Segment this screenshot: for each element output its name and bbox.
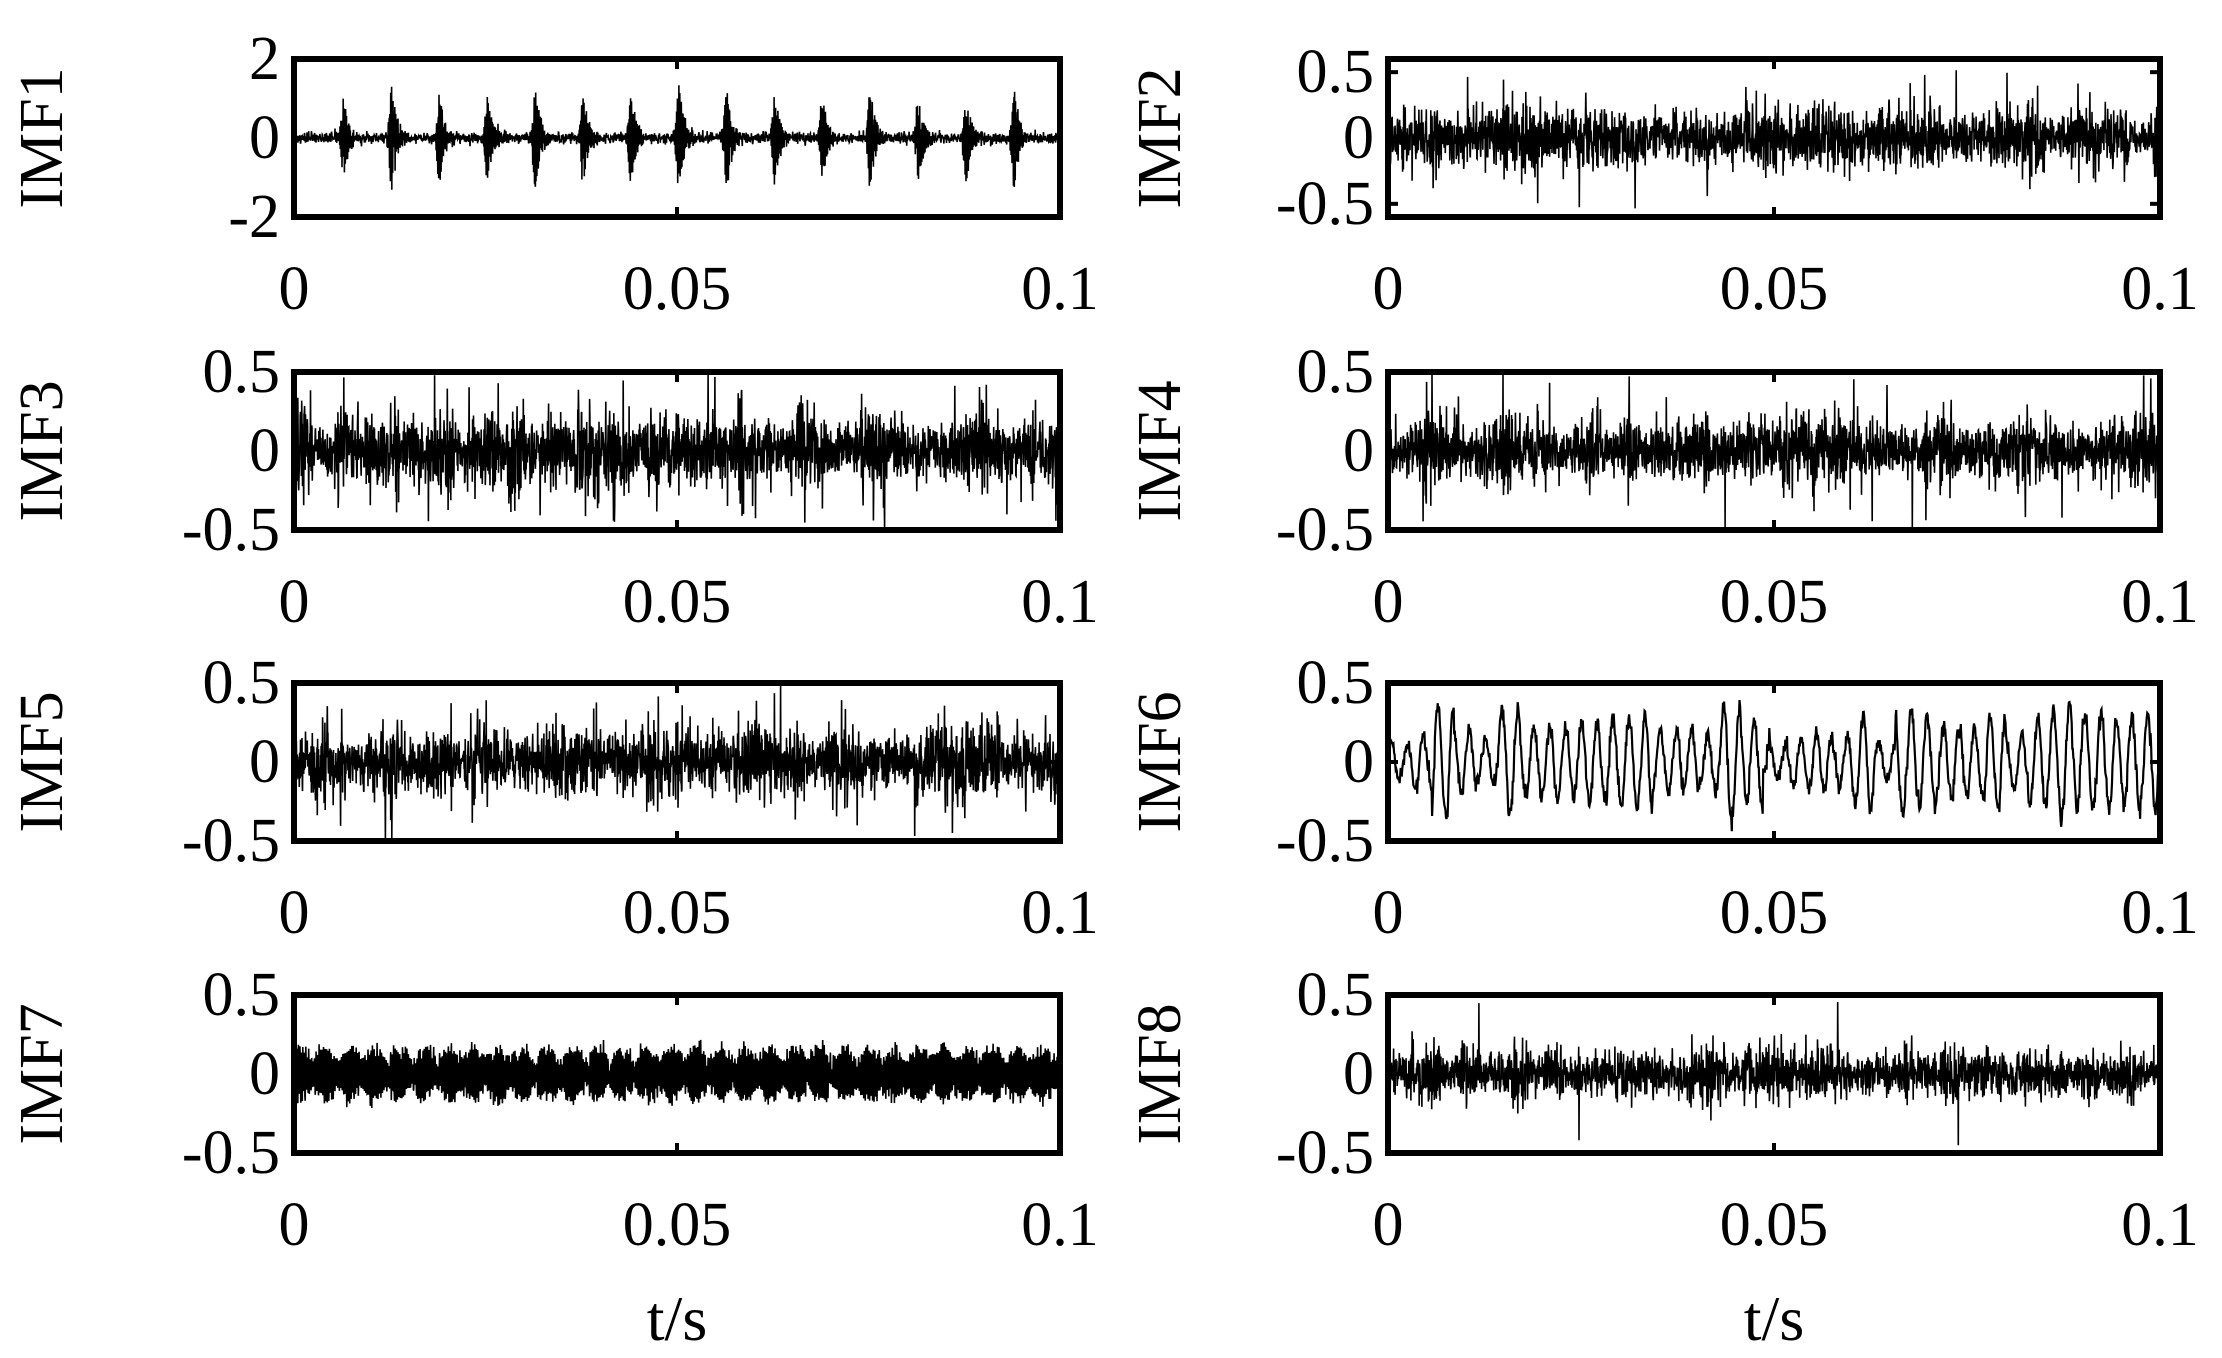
y-tick-label: -0.5 xyxy=(1276,807,1374,875)
y-axis-label: IMF5 xyxy=(8,691,76,832)
y-axis-label: IMF1 xyxy=(8,67,76,208)
x-tick-label: 0.05 xyxy=(623,1191,732,1259)
y-tick-label: 0 xyxy=(249,417,280,485)
y-axis-label: IMF8 xyxy=(1126,1003,1194,1144)
y-tick-label: 0.5 xyxy=(203,649,281,717)
y-tick-label: 0 xyxy=(1343,728,1374,796)
y-tick-label: 0.5 xyxy=(203,338,281,406)
y-axis-label: IMF7 xyxy=(8,1003,76,1144)
x-tick-label: 0.1 xyxy=(1021,255,1099,323)
y-tick-label: -0.5 xyxy=(1276,1119,1374,1187)
y-tick-label: -0.5 xyxy=(182,496,280,564)
x-tick-label: 0.05 xyxy=(623,568,732,636)
y-tick-label: 0.5 xyxy=(1297,38,1375,106)
signal-line xyxy=(294,373,1060,528)
signal-line xyxy=(294,1039,1060,1109)
x-tick-label: 0.1 xyxy=(1021,1191,1099,1259)
y-axis-label: IMF6 xyxy=(1126,691,1194,832)
y-tick-label: -0.5 xyxy=(182,807,280,875)
y-axis-label: IMF3 xyxy=(8,380,76,521)
x-tick-label: 0.05 xyxy=(1720,568,1829,636)
y-tick-label: 0.5 xyxy=(1297,961,1375,1029)
x-axis-label: t/s xyxy=(1744,1283,1804,1354)
x-tick-label: 0.1 xyxy=(2121,879,2199,947)
y-tick-label: 0 xyxy=(249,1040,280,1108)
x-axis-label: t/s xyxy=(647,1283,707,1354)
x-tick-label: 0 xyxy=(1373,1191,1404,1259)
signal-line xyxy=(294,685,1060,841)
y-tick-label: 0 xyxy=(249,728,280,796)
y-tick-label: 0 xyxy=(1343,1040,1374,1108)
x-tick-label: 0 xyxy=(1373,568,1404,636)
signal-line xyxy=(1388,699,2160,832)
x-tick-label: 0.05 xyxy=(1720,1191,1829,1259)
x-tick-label: 0 xyxy=(1373,879,1404,947)
y-tick-label: -0.5 xyxy=(182,1119,280,1187)
x-tick-label: 0 xyxy=(279,568,310,636)
x-tick-label: 0.1 xyxy=(1021,879,1099,947)
y-tick-label: -0.5 xyxy=(1276,170,1374,238)
y-tick-label: 0.5 xyxy=(1297,649,1375,717)
x-tick-label: 0.1 xyxy=(2121,255,2199,323)
x-tick-label: 0.1 xyxy=(2121,568,2199,636)
y-tick-label: 0 xyxy=(249,104,280,172)
y-tick-label: -0.5 xyxy=(1276,496,1374,564)
y-tick-label: -2 xyxy=(228,183,280,251)
x-tick-label: 0 xyxy=(279,1191,310,1259)
y-tick-label: 2 xyxy=(249,25,280,93)
y-tick-label: 0.5 xyxy=(203,961,281,1029)
y-axis-label: IMF2 xyxy=(1126,67,1194,208)
x-tick-label: 0.05 xyxy=(623,879,732,947)
x-tick-label: 0 xyxy=(279,879,310,947)
x-tick-label: 0.1 xyxy=(2121,1191,2199,1259)
signal-line xyxy=(1388,372,2160,529)
y-tick-label: 0 xyxy=(1343,104,1374,172)
y-axis-label: IMF4 xyxy=(1126,380,1194,521)
signal-line xyxy=(1388,70,2160,209)
x-tick-label: 0.05 xyxy=(1720,255,1829,323)
x-tick-label: 0 xyxy=(279,255,310,323)
y-tick-label: 0 xyxy=(1343,417,1374,485)
x-tick-label: 0 xyxy=(1373,255,1404,323)
x-tick-label: 0.05 xyxy=(1720,879,1829,947)
signal-line xyxy=(294,85,1060,190)
x-tick-label: 0.1 xyxy=(1021,568,1099,636)
signal-line xyxy=(1388,1001,2160,1146)
x-tick-label: 0.05 xyxy=(623,255,732,323)
y-tick-label: 0.5 xyxy=(1297,338,1375,406)
